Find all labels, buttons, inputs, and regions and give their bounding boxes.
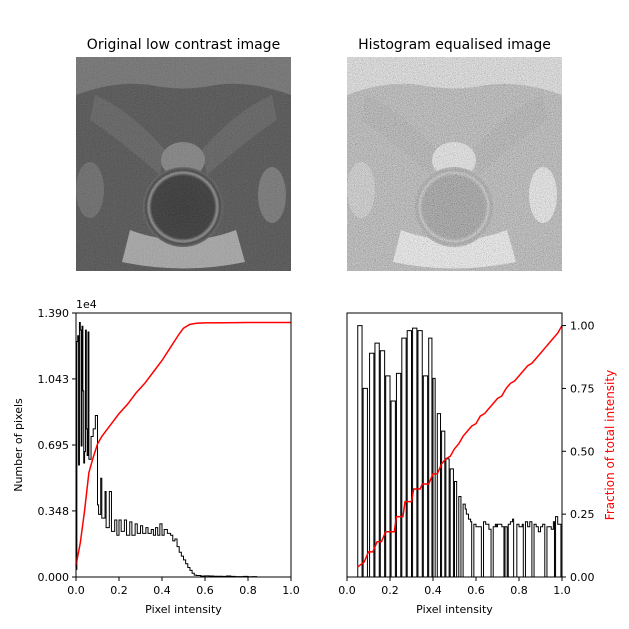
- left-y-tick-label: 0.000: [38, 571, 70, 584]
- equalised-image-panel: Histogram equalised image: [347, 37, 562, 271]
- left-x-tick-label: 0.6: [196, 584, 214, 597]
- original-histogram-chart: 0.0 0.2 0.4 0.6 0.8 1.0 0.000 0.348 0.695 1.043 1…: [12, 298, 300, 616]
- left-x-tick-label: 1.0: [282, 584, 300, 597]
- right-plot-frame: [346, 312, 563, 578]
- left-x-axis-label: Pixel intensity: [145, 603, 222, 616]
- original-mri-image: [76, 57, 291, 271]
- left-offset-text: 1e4: [76, 298, 97, 311]
- right-cdf-line: [357, 325, 563, 568]
- right-y2-tick-label: 0.25: [570, 508, 595, 521]
- left-plot-area: [76, 313, 291, 577]
- left-y-tick-label: 1.043: [38, 373, 70, 386]
- left-cdf-line: [75, 321, 291, 566]
- right-x-tick-label: 0.8: [510, 584, 528, 597]
- left-y-tick-label: 0.348: [38, 505, 70, 518]
- right-y2-tick-label: 0.00: [570, 571, 595, 584]
- original-image-title: Original low contrast image: [87, 37, 280, 53]
- left-x-tick-label: 0.8: [239, 584, 257, 597]
- left-x-tick-label: 0.2: [110, 584, 128, 597]
- left-y-axis: 0.000 0.348 0.695 1.043 1.390: [38, 307, 76, 584]
- right-histogram-steps: [347, 325, 562, 578]
- equalised-image-title: Histogram equalised image: [358, 37, 551, 53]
- right-x-tick-label: 1.0: [553, 584, 571, 597]
- left-x-tick-label: 0.4: [153, 584, 171, 597]
- right-x-axis: 0.0 0.2 0.4 0.6 0.8 1.0: [338, 577, 571, 597]
- right-y2-tick-label: 0.50: [570, 445, 595, 458]
- right-y2-tick-label: 1.00: [570, 320, 595, 333]
- right-x-tick-label: 0.2: [381, 584, 399, 597]
- right-x-tick-label: 0.6: [467, 584, 485, 597]
- right-x-tick-label: 0.4: [424, 584, 442, 597]
- left-y-tick-label: 0.695: [38, 439, 70, 452]
- equalised-mri-image: [347, 57, 562, 271]
- equalised-histogram-chart: 0.0 0.2 0.4 0.6 0.8 1.0 0.000.250.500.751.00 …: [338, 312, 617, 616]
- right-secondary-y-axis: 0.00 0.25 0.50 0.75 1.00: [562, 320, 595, 584]
- left-x-tick-label: 0.0: [67, 584, 85, 597]
- left-y-axis-label: Number of pixels: [12, 398, 25, 492]
- right-x-tick-label: 0.0: [338, 584, 356, 597]
- left-y-tick-label: 1.390: [38, 307, 70, 320]
- left-histogram-steps: [75, 322, 291, 578]
- right-y2-tick-label: 0.75: [570, 382, 595, 395]
- left-x-axis: 0.0 0.2 0.4 0.6 0.8 1.0: [67, 577, 300, 597]
- right-x-axis-label: Pixel intensity: [416, 603, 493, 616]
- right-y2-axis-label: Fraction of total intensity: [603, 370, 617, 520]
- original-image-panel: Original low contrast image: [76, 37, 291, 271]
